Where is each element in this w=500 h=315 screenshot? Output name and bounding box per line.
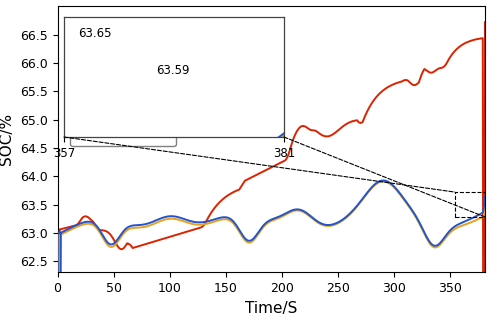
FSM — [54, 229, 60, 233]
ECMS — [251, 174, 257, 178]
ECMS — [90, 219, 96, 223]
Text: 63.59: 63.59 — [156, 64, 189, 77]
ECMS — [54, 228, 60, 232]
Text: 63.65: 63.65 — [78, 27, 111, 40]
HEM-FCD — [54, 231, 60, 235]
Line: HEM-FCD: HEM-FCD — [58, 181, 485, 315]
X-axis label: Time/S: Time/S — [245, 301, 298, 315]
Line: ECMS: ECMS — [58, 22, 485, 315]
HEM-FCD — [482, 198, 488, 201]
ECMS — [208, 211, 214, 215]
ECMS — [482, 20, 488, 24]
FSM — [380, 179, 386, 182]
Legend: HEM-FCD, ECMS, FSM: HEM-FCD, ECMS, FSM — [70, 79, 176, 146]
FSM — [186, 219, 192, 222]
Y-axis label: SOC/%: SOC/% — [0, 113, 14, 165]
HEM-FCD — [136, 226, 141, 230]
HEM-FCD — [208, 221, 214, 225]
FSM — [208, 219, 214, 222]
HEM-FCD — [352, 207, 358, 211]
HEM-FCD — [186, 221, 192, 225]
FSM — [482, 194, 488, 198]
Line: FSM: FSM — [58, 180, 485, 315]
ECMS — [352, 119, 358, 123]
HEM-FCD — [90, 223, 96, 226]
ECMS — [136, 244, 141, 248]
HEM-FCD — [251, 238, 257, 242]
FSM — [90, 220, 96, 224]
FSM — [136, 223, 141, 227]
ECMS — [186, 229, 192, 233]
FSM — [251, 236, 257, 240]
FSM — [352, 206, 358, 210]
HEM-FCD — [380, 180, 386, 183]
